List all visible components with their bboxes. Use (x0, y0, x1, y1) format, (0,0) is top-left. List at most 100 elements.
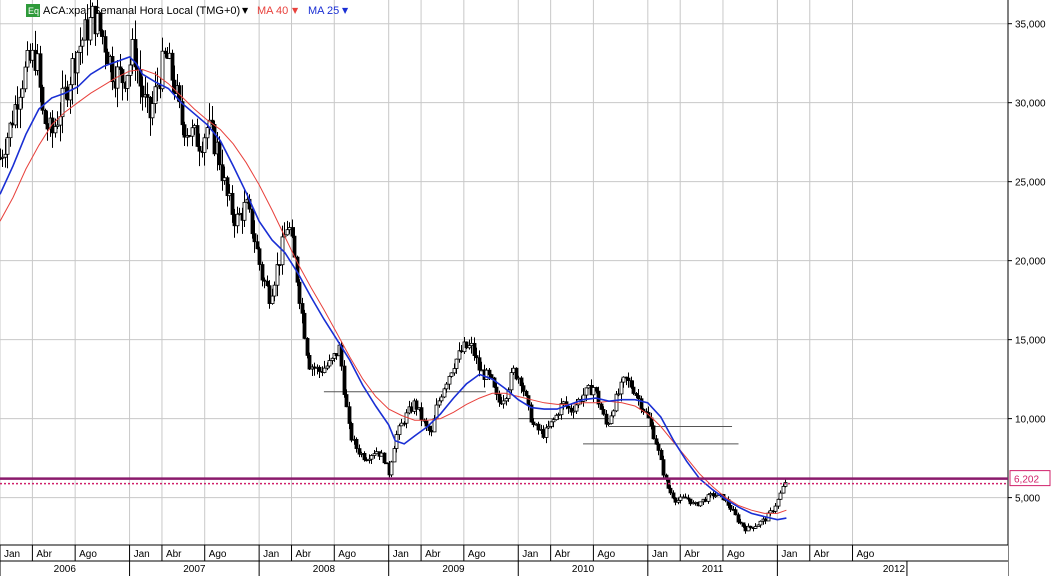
chart-header: Eq ACA:xpar Semanal Hora Local (TMG+0) ▼… (26, 4, 349, 17)
ma40-dropdown-icon[interactable]: ▼ (292, 6, 299, 15)
candle-body (509, 372, 514, 391)
candle-body (155, 84, 160, 88)
candle-body (389, 461, 394, 476)
symbol-title[interactable]: ACA:xpar Semanal Hora Local (TMG+0) (43, 5, 240, 17)
candle-body (706, 494, 711, 502)
candle-body (305, 338, 310, 356)
candle-body (599, 403, 604, 410)
year-label: 2009 (442, 564, 465, 575)
candle-body (23, 66, 28, 90)
candle-body (497, 393, 502, 403)
candle-body (128, 64, 133, 76)
symbol-dropdown-icon[interactable]: ▼ (242, 6, 249, 15)
candle-body (197, 146, 202, 152)
candle-body (501, 400, 506, 405)
candle-body (514, 367, 519, 380)
candle-body (297, 281, 302, 304)
candle-body (359, 453, 364, 455)
candle-body (419, 407, 424, 421)
current-price-line (0, 477, 1008, 485)
candle-body (519, 377, 524, 387)
candle-body (25, 50, 30, 68)
candle-body (651, 425, 656, 440)
candle-body (145, 94, 150, 98)
candle-body (586, 385, 591, 389)
candle-body (98, 12, 103, 32)
y-tick-label: 30,000 (1015, 99, 1046, 110)
y-tick-label: 20,000 (1015, 257, 1046, 268)
candle-body (773, 505, 778, 512)
candle-body (212, 124, 217, 155)
candle-body (616, 393, 621, 396)
candle-body (631, 386, 636, 394)
candle-body (100, 30, 105, 37)
candle-body (43, 109, 48, 124)
candle-body (693, 501, 698, 504)
candle-body (743, 525, 748, 532)
candle-body (531, 421, 536, 425)
ma40-legend-label[interactable]: MA 40 (257, 5, 288, 17)
y-tick-label: 25,000 (1015, 178, 1046, 189)
candle-body (442, 388, 447, 398)
candle-body (35, 53, 40, 71)
month-label: Abr (555, 549, 571, 560)
ma25-dropdown-icon[interactable]: ▼ (342, 6, 349, 15)
candles (0, 0, 788, 534)
year-label: 2010 (572, 564, 595, 575)
candle-body (327, 360, 332, 367)
candle-body (414, 400, 419, 410)
candle-body (235, 213, 240, 227)
candle-body (88, 17, 93, 41)
ma25-legend-label[interactable]: MA 25 (308, 5, 339, 17)
ma25-line (0, 55, 787, 521)
candle-body (619, 381, 624, 395)
candle-body (409, 406, 414, 412)
candle-body (202, 137, 207, 153)
candle-body (182, 124, 187, 138)
x-axis[interactable]: Jan Abr Ago Jan Abr Ago Jan Abr Ago Jan Abr Ago Jan A… (0, 544, 1008, 576)
candle-body (594, 387, 599, 392)
candle-body (536, 423, 541, 431)
candle-body (78, 45, 83, 53)
month-label: Jan (652, 549, 668, 560)
month-label: Jan (4, 549, 20, 560)
candle-body (260, 264, 265, 281)
candle-body (464, 341, 469, 349)
candle-body (317, 366, 322, 372)
candle-body (205, 127, 210, 139)
candle-body (382, 452, 387, 464)
eq-badge[interactable] (26, 4, 40, 17)
candle-body (439, 396, 444, 402)
candle-body (671, 492, 676, 499)
candle-body (300, 303, 305, 314)
candle-body (75, 51, 80, 74)
candle-body (30, 49, 35, 61)
candle-body (452, 368, 457, 374)
candle-body (167, 52, 172, 59)
chart-grid (0, 0, 1009, 576)
candle-body (110, 56, 115, 83)
candle-body (354, 438, 359, 449)
candle-body (187, 135, 192, 137)
candle-body (275, 264, 280, 286)
candle-body (477, 357, 482, 371)
candle-body (521, 385, 526, 392)
candle-body (449, 372, 454, 377)
candle-body (424, 420, 429, 427)
month-label: Abr (166, 549, 182, 560)
candle-body (302, 312, 307, 339)
candle-body (584, 387, 589, 396)
candle-body (591, 387, 596, 396)
candle-body (287, 227, 292, 231)
candle-body (581, 394, 586, 402)
candle-body (574, 404, 579, 412)
candle-body (541, 429, 546, 438)
candle-body (140, 85, 145, 98)
month-label: Abr (296, 549, 312, 560)
candle-body (267, 285, 272, 304)
candle-body (472, 342, 477, 356)
month-label: Jan (781, 549, 797, 560)
candle-body (70, 58, 75, 86)
candle-body (556, 414, 561, 417)
month-label: Jan (393, 549, 409, 560)
